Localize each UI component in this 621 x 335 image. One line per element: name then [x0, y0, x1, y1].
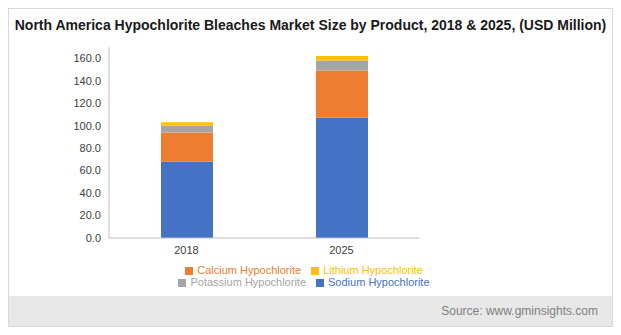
svg-text:0.0: 0.0	[86, 232, 101, 244]
svg-text:160.0: 160.0	[73, 52, 101, 64]
html-text:Lithium Hypochlorite: Lithium Hypochlorite	[323, 264, 423, 276]
html-text:North America Hypochlorite Ble: North America Hypochlorite Bleaches Mark…	[14, 17, 607, 33]
svg-text:120.0: 120.0	[73, 97, 101, 109]
svg-text:140.0: 140.0	[73, 75, 101, 87]
svg-text:100.0: 100.0	[73, 120, 101, 132]
svg-text:20.0: 20.0	[80, 209, 101, 221]
svg-text:2018: 2018	[174, 244, 198, 256]
svg-text:60.0: 60.0	[80, 164, 101, 176]
svg-text:80.0: 80.0	[80, 142, 101, 154]
html-text:Potassium Hypochlorite: Potassium Hypochlorite	[190, 276, 306, 288]
html-text:Calcium Hypochlorite: Calcium Hypochlorite	[197, 264, 302, 276]
svg-text:2025: 2025	[329, 244, 353, 256]
svg-text:40.0: 40.0	[80, 187, 101, 199]
html-text:Source: www.gminsights.com: Source: www.gminsights.com	[441, 304, 598, 318]
html-text:Sodium Hypochlorite: Sodium Hypochlorite	[328, 276, 430, 288]
